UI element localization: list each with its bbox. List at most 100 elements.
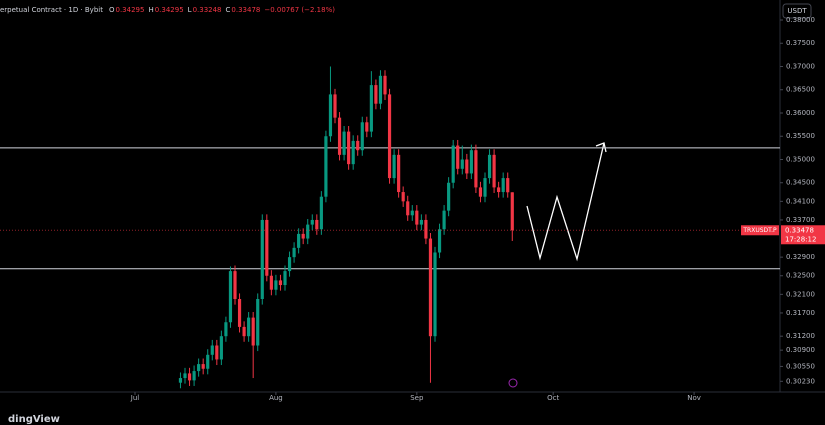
candle-body [456, 145, 460, 169]
candle-body [451, 145, 455, 183]
y-tick-label: 0.37500 [786, 39, 815, 47]
candle-body [392, 154, 396, 179]
y-tick-label: 0.32900 [786, 253, 815, 261]
candle-body [383, 75, 387, 95]
y-tick-label: 0.36500 [786, 86, 815, 94]
candle-body [401, 192, 405, 202]
candle-body [287, 257, 292, 272]
ohlc-key: C [226, 6, 231, 14]
arrow-head [595, 142, 607, 153]
symbol-header: erpetual Contract · 1D · Bybit [0, 6, 103, 14]
ohlc-key: H [148, 6, 153, 14]
candle-body [319, 196, 323, 230]
candle-body [397, 154, 401, 193]
candle-body [247, 317, 251, 337]
candle-body [492, 154, 496, 188]
candle-body [324, 136, 328, 197]
candle-body [178, 378, 183, 383]
ohlc-value: 0.34295 [115, 6, 144, 14]
candle-body [278, 280, 283, 286]
candle-body [419, 219, 423, 225]
candle-body [233, 271, 237, 299]
candle-body [206, 354, 210, 369]
y-tick-label: 0.34100 [786, 197, 815, 205]
candle-body [201, 364, 205, 369]
y-tick-label: 0.37000 [786, 62, 815, 70]
x-tick-label: Oct [547, 394, 559, 402]
y-tick-label: 0.38000 [786, 16, 815, 24]
symbol-tag-label: TRXUSDT.P [742, 227, 777, 234]
candle-body [356, 140, 360, 151]
candle-body [378, 75, 383, 104]
candle-body [478, 187, 483, 197]
candle-body [410, 210, 414, 216]
candle-body [260, 219, 264, 299]
candle-body [237, 298, 242, 327]
candle-body [215, 345, 219, 360]
candle-body [328, 94, 333, 137]
candle-body [360, 122, 364, 151]
candle-body [342, 131, 346, 155]
price-tag [781, 225, 825, 245]
ohlc-value: 0.33478 [231, 6, 260, 14]
candle-body [406, 201, 410, 216]
candle-body [415, 210, 419, 225]
ohlc-value: 0.33248 [193, 6, 222, 14]
event-icon[interactable] [508, 378, 518, 388]
candle-body [506, 178, 510, 193]
currency-button-label[interactable]: USDT [787, 7, 807, 15]
footer-brand: dingView [8, 414, 60, 425]
y-tick-label: 0.32500 [786, 272, 815, 280]
candle-body [251, 317, 255, 346]
candle-body [465, 159, 469, 174]
y-tick-label: 0.32100 [786, 290, 815, 298]
candle-body [428, 238, 433, 337]
candle-body [460, 159, 464, 169]
candle-body [433, 252, 437, 337]
y-tick-label: 0.36000 [786, 109, 815, 117]
candle-body [369, 85, 373, 132]
y-tick-label: 0.33700 [786, 216, 815, 224]
y-tick-label: 0.30900 [786, 346, 815, 354]
y-tick-label: 0.31200 [786, 332, 815, 340]
candle-body [269, 275, 273, 290]
candle-body [256, 298, 260, 346]
candle-body [292, 247, 296, 258]
y-tick-label: 0.35500 [786, 132, 815, 140]
candle-body [447, 182, 451, 211]
x-tick-label: Nov [687, 394, 701, 402]
currency-button[interactable] [782, 3, 812, 19]
candle-body [228, 271, 233, 323]
candle-body [301, 233, 305, 239]
projection-arrow [526, 142, 605, 262]
candle-body [442, 210, 446, 230]
candle-body [224, 322, 228, 337]
candle-body [183, 373, 187, 379]
candle-body [333, 94, 337, 118]
candle-body [210, 345, 214, 355]
header: erpetual Contract · 1D · Bybit O 0.34295 H… [0, 6, 335, 14]
candle-body [337, 117, 342, 155]
candle-body [487, 154, 492, 179]
candle-body [437, 229, 442, 253]
candle-body [351, 140, 355, 165]
candle-body [474, 150, 478, 188]
candle-body [306, 224, 310, 239]
candle-body [501, 178, 505, 193]
countdown: 17:28:12 [785, 235, 816, 243]
candle-body [310, 219, 314, 225]
candle-body [483, 178, 487, 197]
candle-body [510, 192, 514, 231]
y-tick-label: 0.30230 [786, 377, 815, 385]
candle-body [283, 271, 287, 286]
candle-body [315, 219, 319, 230]
candle-body [497, 187, 501, 193]
candle-body [197, 364, 201, 372]
candle-body [374, 85, 378, 104]
price-tag-label: 0.33478 [785, 226, 814, 234]
candle-body [219, 336, 223, 360]
candle-body [347, 131, 351, 165]
x-tick-label: Jul [130, 394, 140, 402]
